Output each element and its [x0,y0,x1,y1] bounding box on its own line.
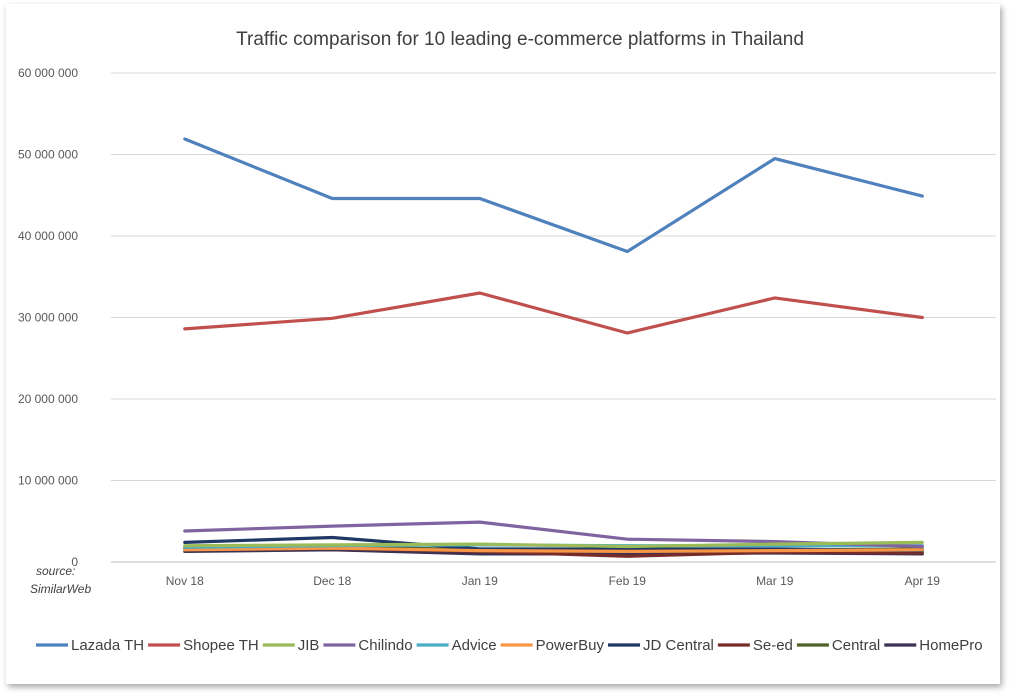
y-tick-label: 60 000 000 [18,66,78,80]
x-tick-label: Feb 19 [609,574,647,588]
legend-item: JD Central [608,637,714,654]
y-axis-ticks: 0 10 000 000 20 000 000 30 000 000 40 000 00… [18,66,78,569]
x-axis-ticks: Nov 18 Dec 18 Jan 19 Feb 19 Mar 19 Apr 19 [166,574,941,588]
y-tick-label: 40 000 000 [18,229,78,243]
chart-card: Traffic comparison for 10 leading e-comm… [6,4,1000,684]
legend-item: JIB [262,637,320,654]
series-lines [183,137,924,558]
x-tick-label: Mar 19 [756,574,794,588]
series-line-powerbuy [183,546,924,554]
legend-label: Se-ed [753,637,793,654]
legend-label: Shopee TH [183,637,259,654]
legend: Lazada TH Shopee TH JIB Chilindo Advice Power… [36,637,983,654]
y-tick-label: 10 000 000 [18,474,78,488]
legend-label: Lazada TH [71,637,144,654]
y-tick-label: 30 000 000 [18,311,78,325]
legend-label: HomePro [919,637,982,654]
x-tick-label: Dec 18 [313,574,351,588]
series-line-lazada-th [183,137,924,254]
legend-item: Lazada TH [36,637,144,654]
legend-item: Shopee TH [148,637,259,654]
legend-label: PowerBuy [536,637,605,654]
legend-label: Advice [452,637,497,654]
x-tick-label: Nov 18 [166,574,204,588]
legend-item: Se-ed [717,637,793,654]
legend-label: Central [832,637,880,654]
series-line-shopee-th [183,291,924,335]
y-tick-label: 20 000 000 [18,392,78,406]
legend-label: Chilindo [358,637,412,654]
y-tick-label: 50 000 000 [18,148,78,162]
legend-item: HomePro [884,637,983,654]
chart-svg: Traffic comparison for 10 leading e-comm… [18,29,996,654]
legend-label: JIB [298,637,320,654]
series-line-jib [183,540,924,549]
y-tick-label: 0 [71,555,78,569]
legend-label: JD Central [643,637,714,654]
legend-item: Advice [416,637,497,654]
x-tick-label: Apr 19 [905,574,941,588]
legend-item: Central [796,637,880,654]
x-tick-label: Jan 19 [462,574,498,588]
chart-title: Traffic comparison for 10 leading e-comm… [236,29,804,50]
legend-item: Chilindo [323,637,413,654]
legend-item: PowerBuy [500,637,605,654]
source-note-line1: source: [36,564,75,578]
source-note-line2: SimilarWeb [30,582,91,596]
gridlines [111,72,996,563]
